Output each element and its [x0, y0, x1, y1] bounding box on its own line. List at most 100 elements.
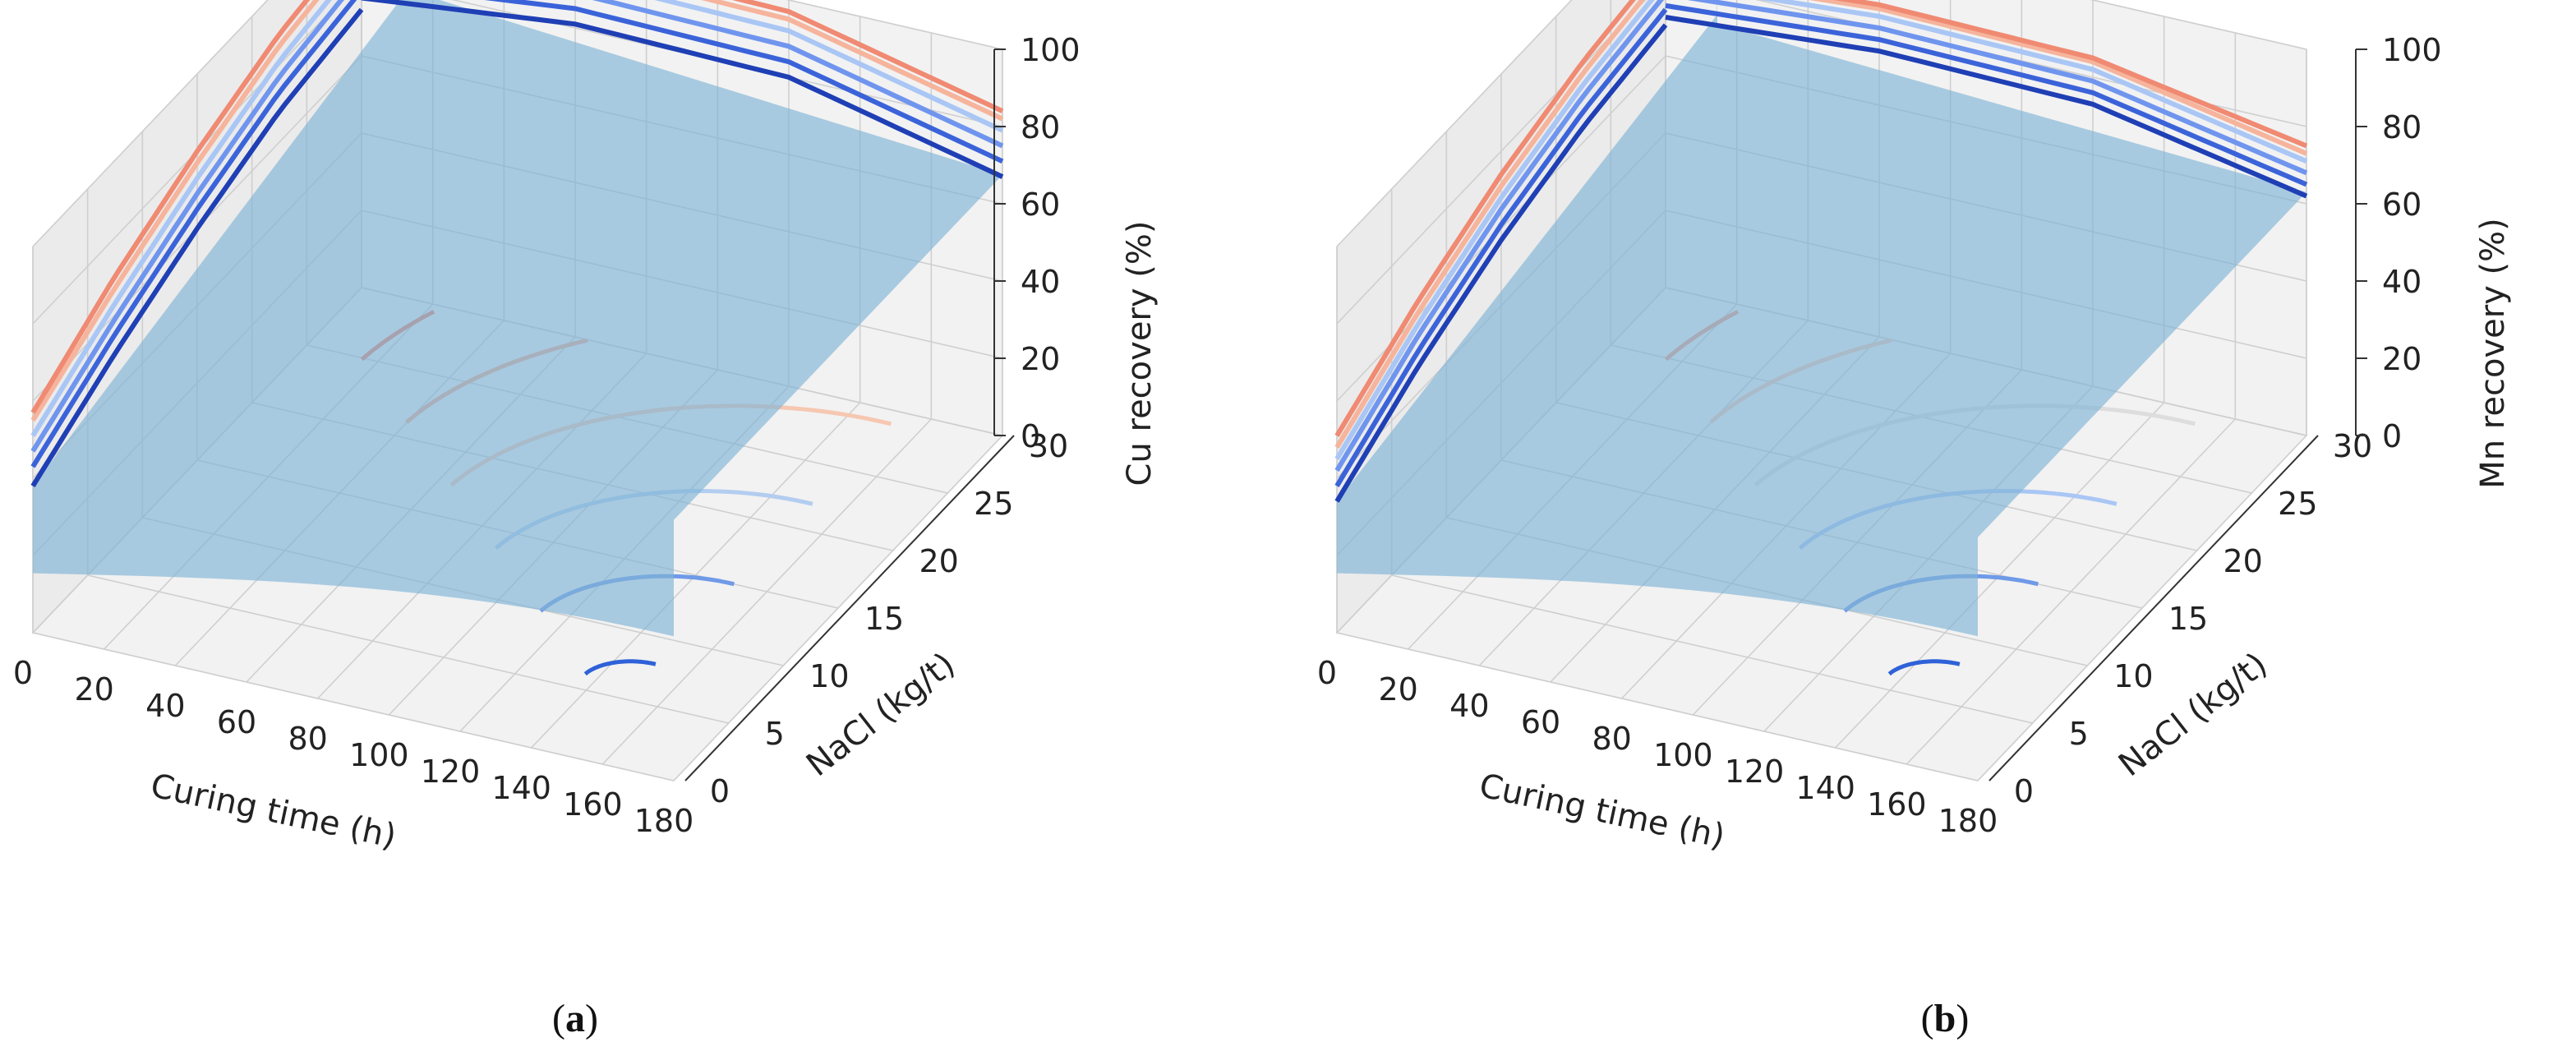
y-tick-label: 15 [864, 601, 904, 637]
x-tick-label: 80 [1592, 721, 1631, 757]
y-tick-label: 30 [2333, 428, 2372, 464]
x-tick-label: 20 [74, 671, 113, 708]
x-tick-label: 120 [1725, 754, 1785, 790]
z-tick-label: 40 [1021, 264, 1060, 300]
y-tick-label: 20 [919, 543, 958, 579]
subfigure-letter: b [1934, 997, 1956, 1040]
series-line-nacl [1833, 0, 2308, 149]
contour-line [1887, 659, 1961, 676]
y-tick-label: 30 [1029, 428, 1068, 464]
series-line-nacl [1760, 0, 2308, 164]
grid-line [87, 574, 729, 724]
grid-line [2090, 0, 2307, 50]
series-line-nacl [1665, 2, 2308, 187]
x-axis-label: Curing time (h) [1476, 767, 1728, 855]
x-tick-label: 0 [13, 655, 33, 691]
x-axis-label: Curing time (h) [147, 767, 399, 855]
y-tick-label: 5 [2069, 716, 2089, 752]
series-line-time [1334, 23, 1668, 503]
y-tick-label: 10 [809, 658, 849, 694]
z-tick-label: 40 [2382, 264, 2422, 300]
z-tick-label: 0 [2382, 418, 2402, 454]
grid-line [32, 0, 269, 247]
series-line-time [30, 0, 320, 422]
series-line-nacl [484, 0, 1004, 164]
series-line-time [1334, 0, 1655, 461]
y-tick-label: 0 [2014, 773, 2034, 809]
x-tick-label: 60 [1521, 704, 1560, 740]
panel-a: 0 20 40 60 80 100 120 140 160 180 0 5 10 15 20 25 30 0 20 4… [13, 0, 1159, 1040]
subfigure-paren-close: ) [1956, 997, 1969, 1040]
y-tick-label: 25 [974, 486, 1013, 522]
grid-line [786, 0, 1003, 50]
x-tick-label: 180 [634, 803, 694, 839]
y-tick-label: 15 [2168, 601, 2208, 637]
series-line-time [30, 0, 311, 414]
y-tick-label: 0 [710, 773, 730, 809]
series-line-time [30, 0, 345, 453]
series-line-time [1334, 7, 1668, 487]
x-tick-label: 0 [1317, 655, 1337, 691]
x-tick-label: 180 [1938, 803, 1998, 839]
z-axis-label: Mn recovery (%) [2474, 218, 2512, 489]
x-tick-label: 60 [217, 704, 256, 740]
x-tick-label: 120 [421, 754, 481, 790]
panel-b: 0 20 40 60 80 100 120 140 160 180 0 5 10 15 20 25 30 0 20 4… [1288, 0, 2575, 1051]
chart-a-svg: 0 20 40 60 80 100 120 140 160 1800510152025300204… [13, 0, 1159, 1040]
x-tick-label: 140 [491, 770, 551, 806]
y-axis-line [684, 435, 1015, 781]
subfigure-letter: a [565, 997, 585, 1040]
subfigure-paren-open: ( [1921, 997, 1934, 1040]
series-line-nacl [731, 0, 1004, 113]
series-line-nacl [654, 0, 1004, 133]
z-tick-label: 60 [2382, 187, 2422, 223]
x-tick-label: 160 [1867, 786, 1927, 823]
series-line-nacl [592, 0, 1004, 149]
x-tick-label: 20 [1378, 671, 1417, 708]
x-tick-label: 80 [288, 721, 327, 757]
z-tick-label: 0 [1021, 418, 1040, 454]
z-tick-label: 20 [1021, 341, 1060, 377]
z-tick-label: 80 [2382, 109, 2422, 145]
x-tick-label: 100 [349, 737, 409, 773]
grid-line [1336, 632, 1979, 781]
series-line-time [1334, 0, 1646, 449]
x-tick-label: 40 [1449, 688, 1489, 724]
series-line-time [1334, 0, 1636, 437]
y-tick-label: 25 [2278, 486, 2317, 522]
grid-line [1336, 0, 1573, 247]
series-line-time [30, 0, 357, 468]
y-tick-label: 20 [2223, 543, 2262, 579]
z-tick-label: 100 [1021, 32, 1081, 68]
series-line-nacl [361, 0, 1004, 179]
series-line-nacl [1665, 15, 2308, 199]
z-tick-label: 100 [2382, 32, 2442, 68]
x-tick-label: 40 [145, 688, 185, 724]
grid-line [32, 632, 675, 781]
response-surface [1337, 0, 2306, 637]
subfigure-paren-open: ( [552, 997, 565, 1040]
series-line-nacl [1809, 0, 2308, 156]
series-line-nacl [1687, 0, 2308, 176]
series-line-time [30, 7, 364, 487]
y-tick-label: 10 [2113, 658, 2153, 694]
series-line-nacl [701, 0, 1004, 122]
y-axis-line [1988, 435, 2319, 781]
z-axis-label: Cu recovery (%) [1121, 221, 1159, 486]
subfigure-label: (b) [1921, 997, 1970, 1040]
response-surface [33, 0, 1002, 637]
subfigure-paren-close: ) [585, 997, 598, 1040]
x-tick-label: 140 [1795, 770, 1855, 806]
series-line-time [1334, 0, 1665, 472]
z-tick-label: 60 [1021, 187, 1060, 223]
contour-line [583, 659, 657, 676]
series-line-time [30, 0, 332, 437]
grid-line [1391, 574, 2033, 724]
z-tick-label: 20 [2382, 341, 2422, 377]
x-tick-label: 160 [563, 786, 623, 823]
subfigure-label: (a) [552, 997, 598, 1040]
z-tick-label: 80 [1021, 109, 1060, 145]
y-tick-label: 5 [765, 716, 785, 752]
x-tick-label: 100 [1653, 737, 1713, 773]
